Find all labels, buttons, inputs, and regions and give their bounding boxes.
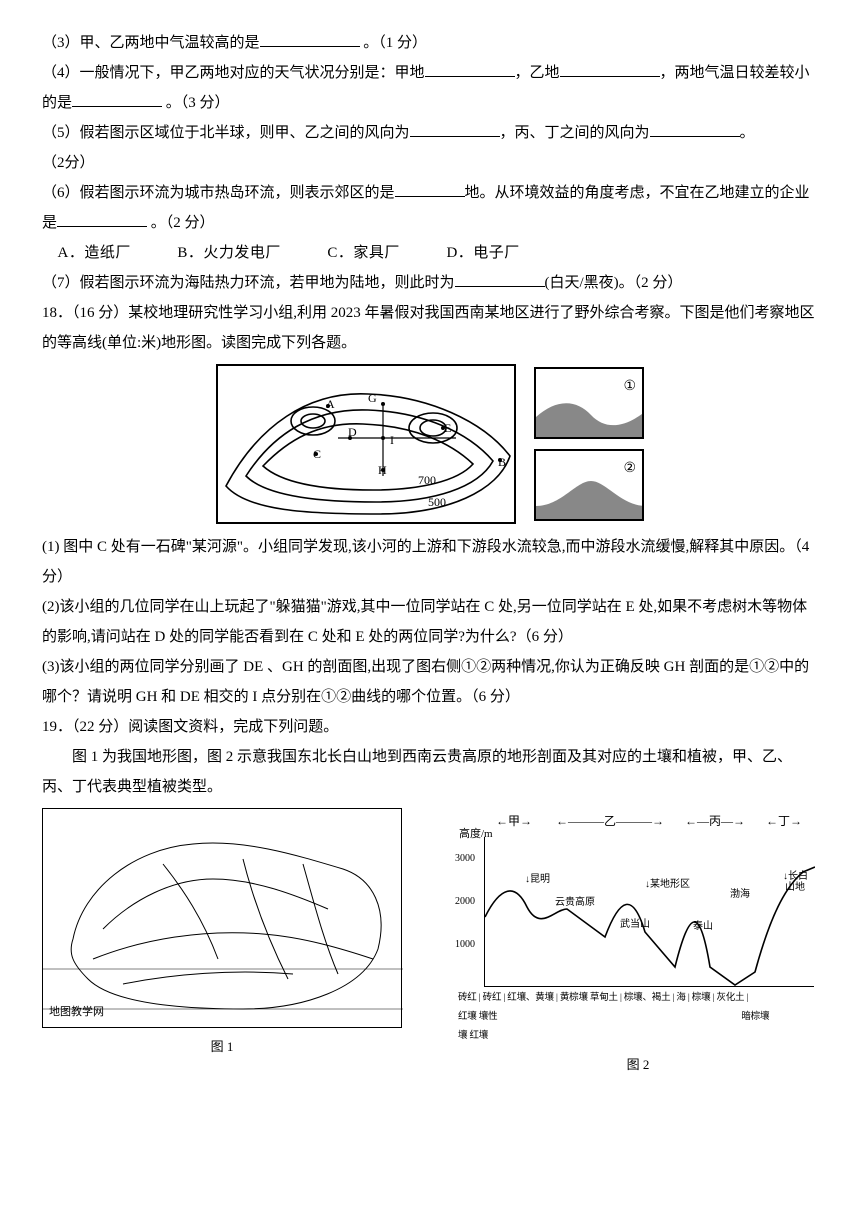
question-6-options: A．造纸厂 B．火力发电厂 C．家具厂 D．电子厂 — [42, 238, 818, 268]
option-a[interactable]: A．造纸厂 — [58, 245, 131, 261]
svg-text:↓长白: ↓长白 — [783, 869, 808, 882]
q19-figure-row: 地图教学网 图 1 ←甲→ ←———乙———→ ←—丙—→ ←丁→ 高度/m 3… — [42, 808, 818, 1078]
q3-tail: 。（1 分） — [363, 35, 427, 51]
blank-q4-2[interactable] — [560, 61, 660, 78]
q6-tail: 。（2 分） — [151, 215, 215, 231]
circled-1: ① — [623, 373, 636, 401]
caption-fig1: 图 1 — [42, 1034, 402, 1060]
question-4: （4）一般情况下，甲乙两地对应的天气状况分别是：甲地，乙地，两地气温日较差较小的… — [42, 58, 818, 118]
tick-3000: 3000 — [455, 849, 475, 869]
tick-2000: 2000 — [455, 892, 475, 912]
q19-intro: 图 1 为我国地形图，图 2 示意我国东北长白山地到西南云贵高原的地形剖面及其对… — [42, 742, 818, 802]
svg-text:武当山: 武当山 — [620, 917, 650, 930]
china-map: 地图教学网 图 1 — [42, 808, 402, 1060]
soil-labels: 砖红 | 砖红 | 红壤、黄壤 | 黄棕壤 草甸土 | 棕壤、褐土 | 海 | … — [458, 989, 818, 1046]
profile-axes: 高度/m 3000 2000 1000 ↓昆明 云贵高原 武当山 ↓某地形区 泰… — [484, 837, 814, 987]
blank-q7[interactable] — [455, 271, 545, 288]
svg-text:云贵高原: 云贵高原 — [555, 895, 595, 908]
elevation-profile: ←甲→ ←———乙———→ ←—丙—→ ←丁→ 高度/m 3000 2000 1… — [458, 808, 818, 1078]
question-19: 19．（22 分）阅读图文资料，完成下列问题。 — [42, 712, 818, 742]
q6-lead: （6）假若图示环流为城市热岛环流，则表示郊区的是 — [42, 185, 395, 201]
svg-text:500: 500 — [428, 495, 446, 509]
blank-q5-2[interactable] — [650, 121, 740, 138]
svg-text:山地: 山地 — [785, 880, 805, 893]
q18-sub2: (2)该小组的几位同学在山上玩起了"躲猫猫"游戏,其中一位同学站在 C 处,另一… — [42, 592, 818, 652]
option-d[interactable]: D．电子厂 — [446, 245, 519, 261]
blank-q3[interactable] — [260, 31, 360, 48]
blank-q4-1[interactable] — [425, 61, 515, 78]
question-5-score: （2分） — [42, 148, 818, 178]
seg-ding: ←丁→ — [754, 808, 814, 833]
panel-1: ① — [534, 367, 644, 439]
seg-bing: ←—丙—→ — [676, 808, 754, 833]
q18-sub3: (3)该小组的两位同学分别画了 DE 、GH 的剖面图,出现了图右侧①②两种情况… — [42, 652, 818, 712]
svg-text:A: A — [326, 397, 335, 411]
q18-sub1: (1) 图中 C 处有一石碑"某河源"。小组同学发现,该小河的上游和下游段水流较… — [42, 532, 818, 592]
q7-lead: （7）假若图示环流为海陆热力环流，若甲地为陆地，则此时为 — [42, 275, 455, 291]
q4-mid1: ，乙地 — [515, 65, 560, 81]
topographic-map: A G D I E B C H 700 500 — [216, 364, 516, 524]
option-b[interactable]: B．火力发电厂 — [177, 245, 281, 261]
svg-text:G: G — [368, 391, 377, 405]
q3-text: （3）甲、乙两地中气温较高的是 — [42, 35, 260, 51]
svg-text:E: E — [444, 421, 451, 435]
profile-segments: ←甲→ ←———乙———→ ←—丙—→ ←丁→ — [484, 808, 814, 833]
panel-2: ② — [534, 449, 644, 521]
map1-credit: 地图教学网 — [49, 1001, 104, 1023]
q5-lead: （5）假若图示区域位于北半球，则甲、乙之间的风向为 — [42, 125, 410, 141]
q5-tail: 。 — [740, 125, 755, 141]
q4-tail: 。（3 分） — [166, 95, 230, 111]
q18-figure-row: A G D I E B C H 700 500 ① ② — [42, 364, 818, 524]
question-5: （5）假若图示区域位于北半球，则甲、乙之间的风向为 ，丙、丁之间的风向为 。 — [42, 118, 818, 148]
question-7: （7）假若图示环流为海陆热力环流，若甲地为陆地，则此时为 (白天/黑夜)。（2 分… — [42, 268, 818, 298]
tick-1000: 1000 — [455, 935, 475, 955]
svg-text:↓昆明: ↓昆明 — [525, 873, 550, 885]
seg-yi: ←———乙———→ — [544, 808, 676, 833]
contour-svg: A G D I E B C H 700 500 — [218, 366, 518, 526]
svg-text:B: B — [498, 455, 506, 469]
question-18: 18．（16 分）某校地理研究性学习小组,利用 2023 年暑假对我国西南某地区… — [42, 298, 818, 358]
option-c[interactable]: C．家具厂 — [327, 245, 400, 261]
q5-mid: ，丙、丁之间的风向为 — [500, 125, 650, 141]
svg-text:↓某地形区: ↓某地形区 — [645, 877, 690, 890]
question-3: （3）甲、乙两地中气温较高的是 。（1 分） — [42, 28, 818, 58]
seg-jia: ←甲→ — [484, 808, 544, 833]
china-outline-svg — [43, 809, 403, 1029]
blank-q5-1[interactable] — [410, 121, 500, 138]
profile-panels: ① ② — [534, 367, 644, 521]
blank-q6-2[interactable] — [57, 211, 147, 228]
question-6: （6）假若图示环流为城市热岛环流，则表示郊区的是地。从环境效益的角度考虑，不宜在… — [42, 178, 818, 238]
q7-tail: (白天/黑夜)。（2 分） — [545, 275, 683, 291]
caption-fig2: 图 2 — [458, 1052, 818, 1078]
svg-text:700: 700 — [418, 473, 436, 487]
svg-text:渤海: 渤海 — [730, 887, 750, 900]
blank-q4-3[interactable] — [72, 91, 162, 108]
q4-lead: （4）一般情况下，甲乙两地对应的天气状况分别是：甲地 — [42, 65, 425, 81]
blank-q6-1[interactable] — [395, 181, 465, 198]
svg-text:泰山: 泰山 — [693, 919, 713, 932]
circled-2: ② — [623, 455, 636, 483]
svg-text:I: I — [390, 433, 394, 447]
